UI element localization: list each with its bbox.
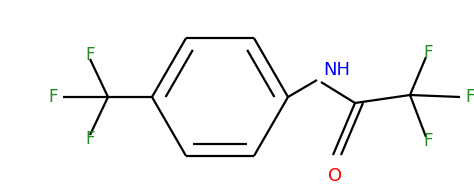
Text: F: F — [85, 130, 95, 148]
Text: F: F — [465, 88, 474, 106]
Text: F: F — [85, 46, 95, 64]
Text: F: F — [423, 132, 433, 150]
Text: NH: NH — [323, 61, 350, 79]
Text: O: O — [328, 167, 342, 185]
Text: F: F — [48, 88, 58, 106]
Text: F: F — [423, 44, 433, 62]
